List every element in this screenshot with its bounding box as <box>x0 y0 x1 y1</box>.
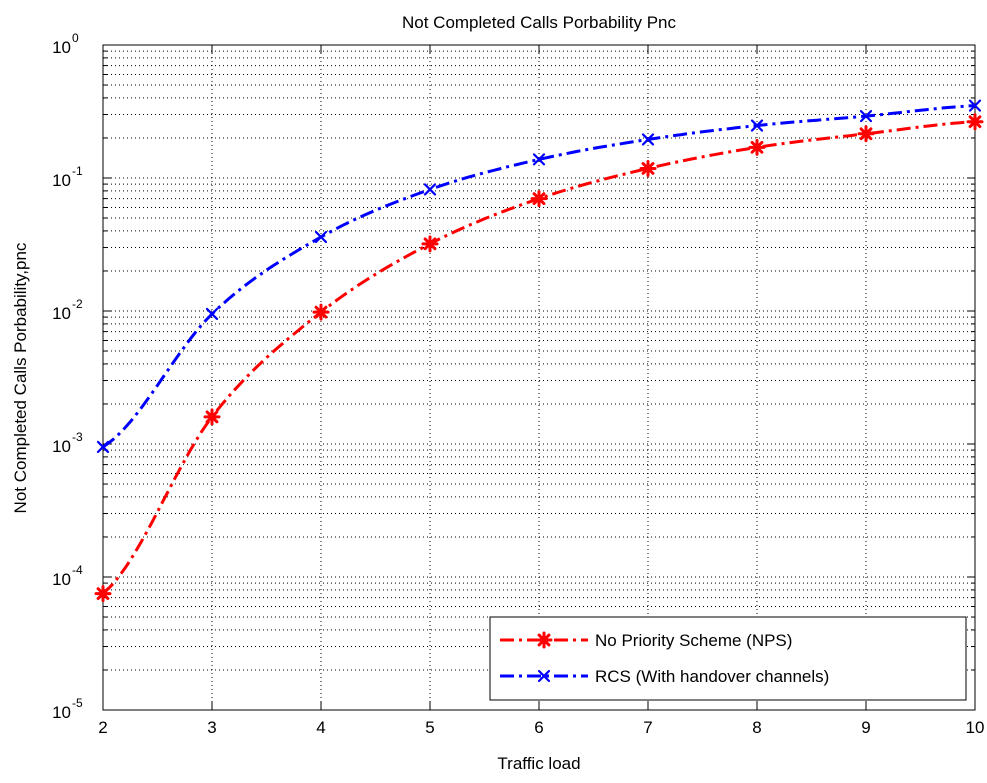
legend-label: No Priority Scheme (NPS) <box>595 631 792 650</box>
data-point <box>639 159 657 177</box>
y-tick-label: 10 -3 <box>52 430 83 456</box>
legend-entry: No Priority Scheme (NPS) <box>500 631 792 650</box>
x-tick-label: 6 <box>534 718 543 737</box>
data-point <box>532 153 546 166</box>
series-line <box>102 104 976 449</box>
x-tick-label: 4 <box>316 718 325 737</box>
data-point <box>968 99 982 112</box>
series-1 <box>94 113 984 603</box>
marker-stroke <box>205 307 219 321</box>
marker-stroke <box>537 669 551 683</box>
series-2 <box>96 99 982 454</box>
y-tick-label-base: 10 <box>52 437 71 456</box>
data-point <box>966 113 984 131</box>
data-point <box>859 110 873 123</box>
y-tick-label-base: 10 <box>52 171 71 190</box>
y-axis-label: Not Completed Calls Porbability,pnc <box>11 242 30 513</box>
marker-stroke <box>641 162 655 175</box>
marker-stroke <box>537 633 551 647</box>
x-axis-label: Traffic load <box>497 754 580 773</box>
marker-stroke <box>968 99 982 112</box>
legend-marker <box>535 631 553 649</box>
marker-stroke <box>532 192 546 206</box>
data-point <box>203 408 221 426</box>
legend: No Priority Scheme (NPS) RCS (With handov… <box>489 616 967 701</box>
y-tick-label-exponent: -3 <box>72 430 83 444</box>
data-point <box>857 125 875 143</box>
x-tick-label: 9 <box>861 718 870 737</box>
plot-frame <box>102 44 976 711</box>
y-tick-label-exponent: -2 <box>72 297 83 311</box>
data-point <box>641 133 655 146</box>
x-tick-label: 10 <box>966 718 985 737</box>
x-tick-label: 7 <box>643 718 652 737</box>
x-tick-label: 3 <box>207 718 216 737</box>
y-tick-label: 10 -4 <box>52 563 83 589</box>
legend-marker <box>537 669 551 683</box>
marker-stroke <box>641 133 655 146</box>
marker-stroke <box>532 153 546 166</box>
data-point <box>96 440 110 454</box>
marker-stroke <box>205 410 219 424</box>
data-point <box>314 230 328 244</box>
y-tick-label: 10 -2 <box>52 297 83 323</box>
marker-stroke <box>750 140 764 154</box>
y-tick-label-base: 10 <box>52 304 71 323</box>
data-point <box>205 307 219 321</box>
marker-stroke <box>423 183 437 196</box>
legend-entry: RCS (With handover channels) <box>500 667 829 686</box>
marker-stroke <box>423 237 437 251</box>
data-point <box>312 303 330 321</box>
x-tick-label: 8 <box>752 718 761 737</box>
y-tick-label-exponent: -1 <box>72 164 83 178</box>
marker-stroke <box>859 127 873 141</box>
marker-stroke <box>750 119 764 132</box>
y-tick-label: 10 0 <box>52 31 79 57</box>
marker-stroke <box>859 110 873 123</box>
legend-label: RCS (With handover channels) <box>595 667 829 686</box>
y-tick-label: 10 -1 <box>52 164 83 190</box>
y-tick-label-base: 10 <box>52 570 71 589</box>
marker-stroke <box>96 587 110 601</box>
y-tick-label-exponent: -5 <box>72 696 83 710</box>
data-point <box>750 119 764 132</box>
y-tick-label: 10 -5 <box>52 696 83 722</box>
legend-box <box>489 616 967 701</box>
marker-stroke <box>96 440 110 454</box>
data-point <box>94 585 112 603</box>
marker-stroke <box>314 230 328 244</box>
data-point <box>423 183 437 196</box>
y-tick-label-exponent: 0 <box>72 31 79 45</box>
x-tick-label: 5 <box>425 718 434 737</box>
y-tick-label-exponent: -4 <box>72 563 83 577</box>
x-tick-labels: 2 3 4 5 6 7 8 9 10 <box>98 718 984 737</box>
chart-title: Not Completed Calls Porbability Pnc <box>402 13 677 32</box>
data-point <box>748 138 766 156</box>
legend-items: No Priority Scheme (NPS) RCS (With handov… <box>500 631 829 686</box>
data-series <box>94 99 984 603</box>
y-tick-label-base: 10 <box>52 38 71 57</box>
data-point <box>421 235 439 253</box>
marker-stroke <box>968 115 982 129</box>
y-tick-label-base: 10 <box>52 703 71 722</box>
marker-stroke <box>314 305 328 319</box>
data-point <box>530 190 548 208</box>
x-tick-label: 2 <box>98 718 107 737</box>
